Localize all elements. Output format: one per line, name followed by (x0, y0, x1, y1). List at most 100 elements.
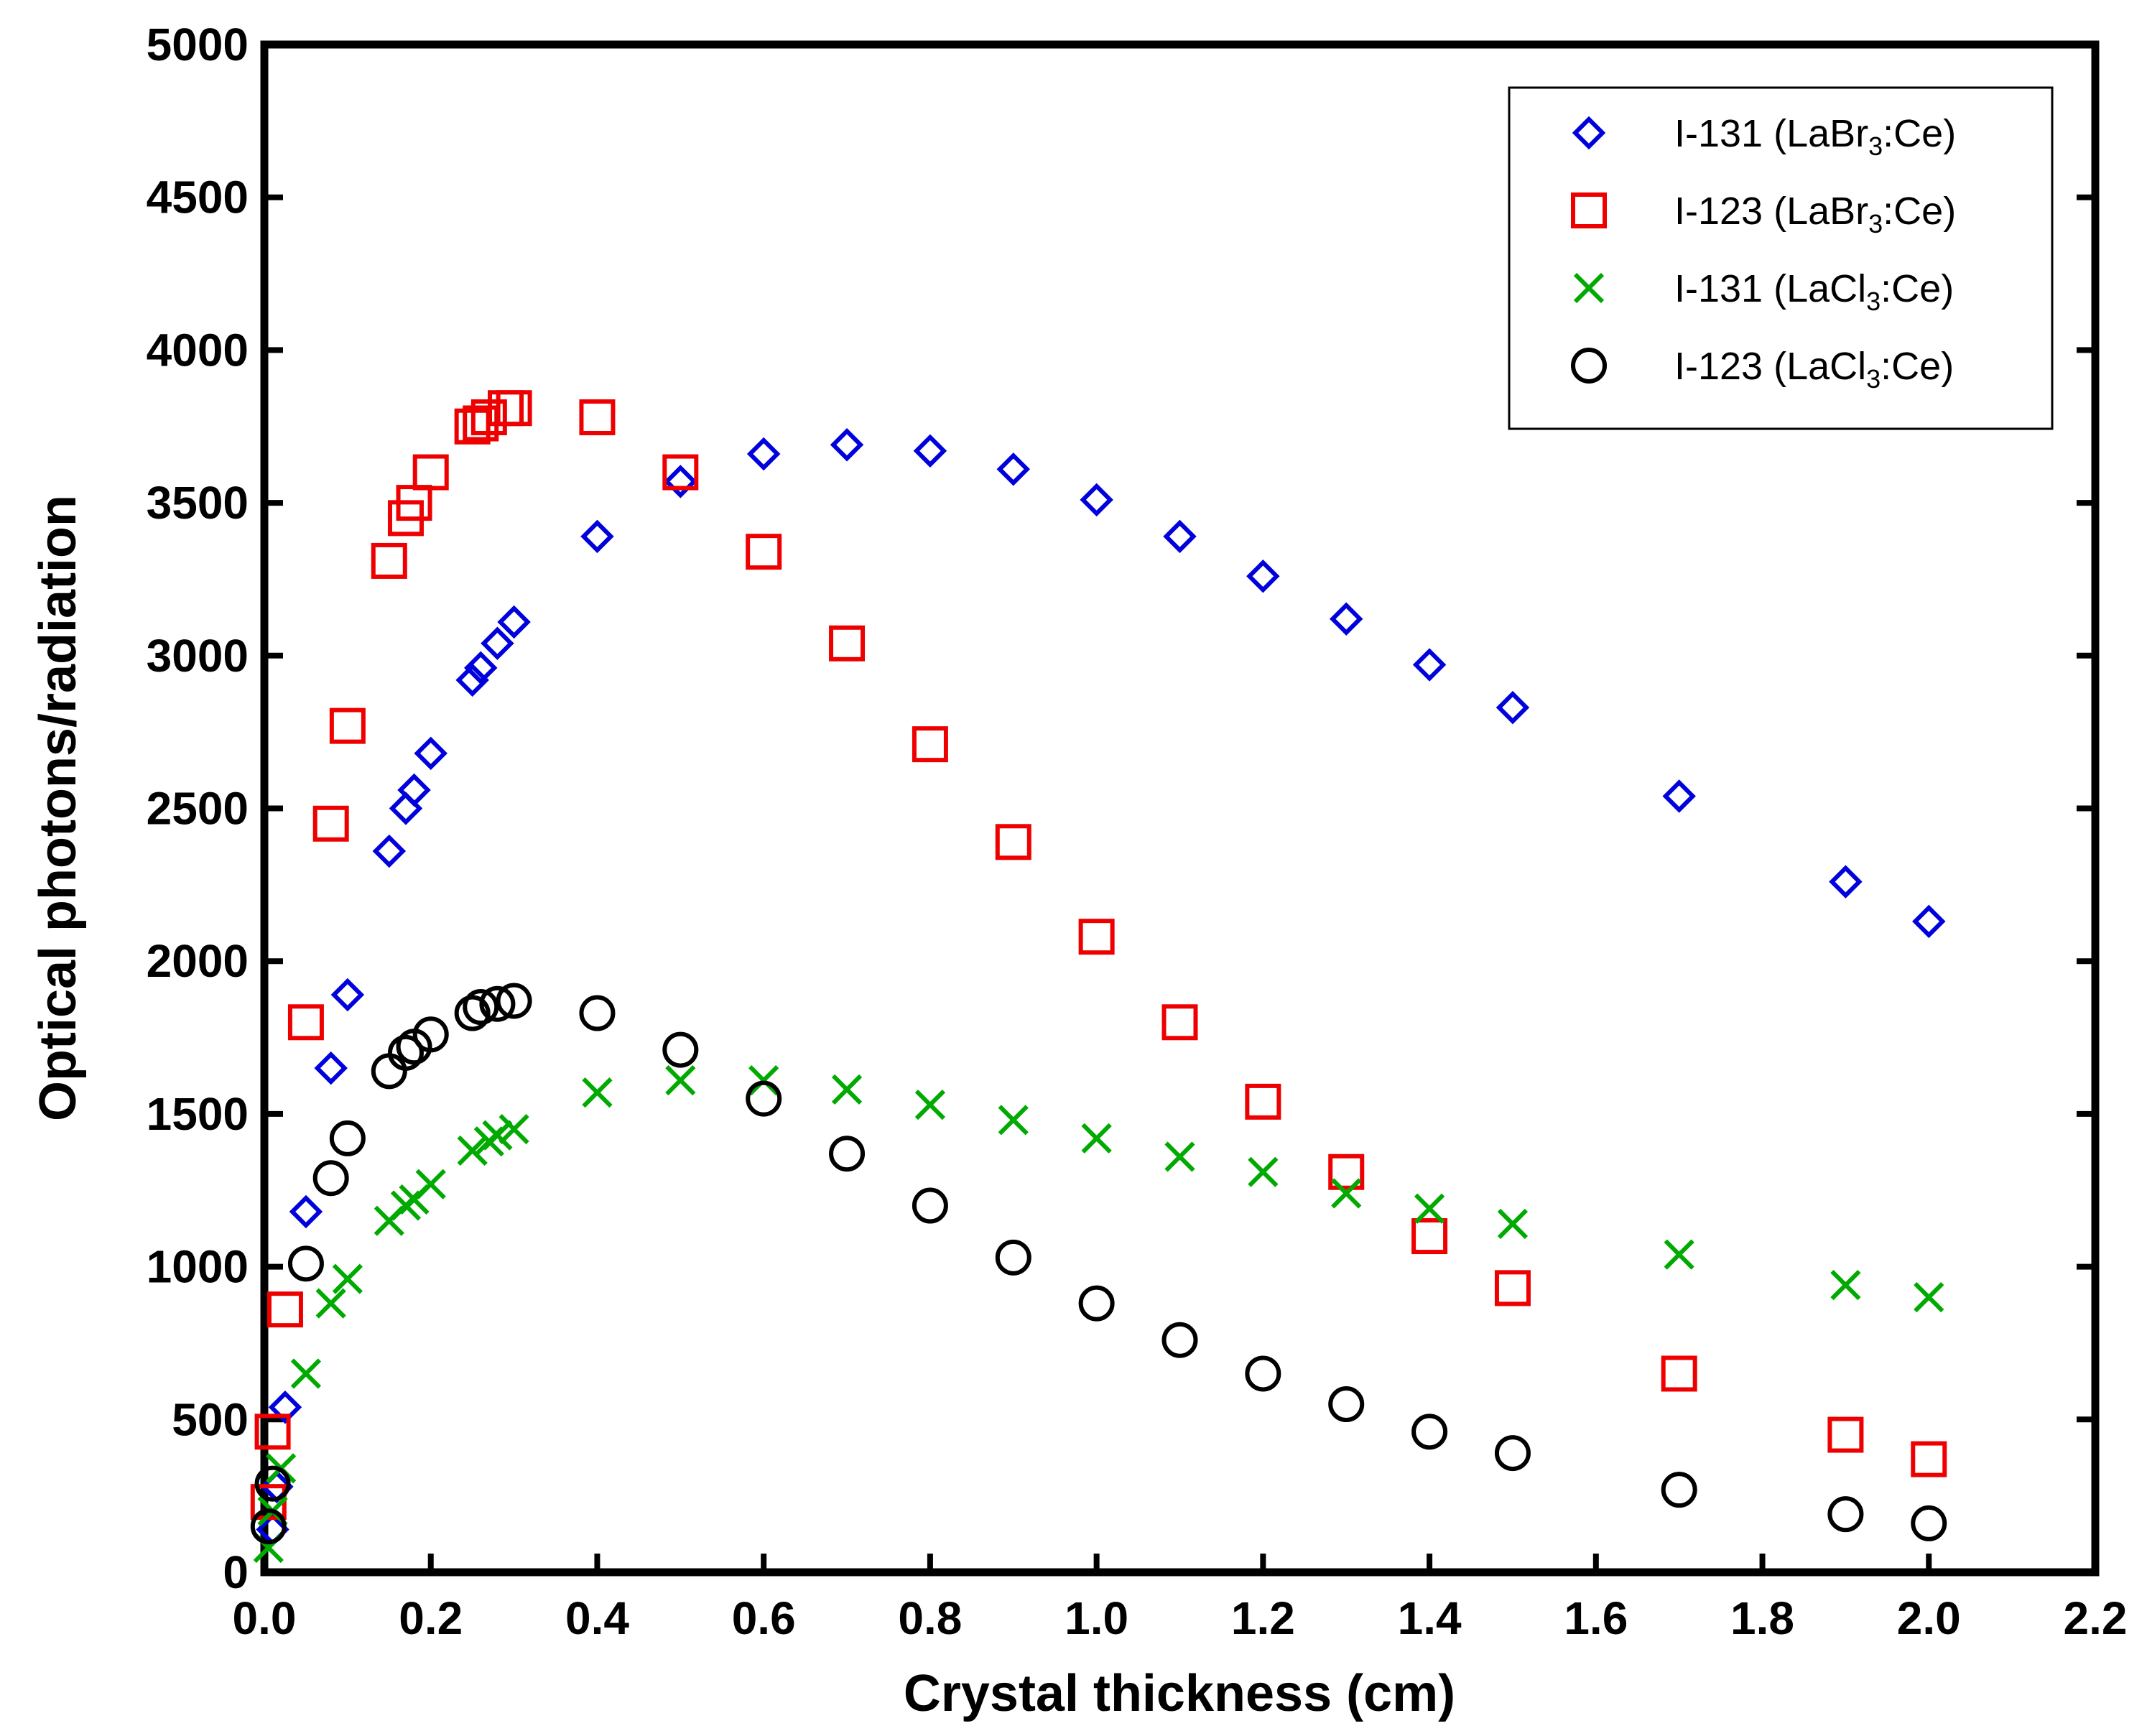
data-point (1163, 519, 1197, 554)
data-point (329, 1120, 366, 1156)
data-point (250, 1508, 287, 1545)
series-x (253, 1064, 1944, 1564)
data-point (995, 824, 1031, 860)
data-point (1164, 1141, 1195, 1172)
x-axis-title: Crystal thickness (cm) (904, 1665, 1455, 1722)
legend-label: I-123 (LaCl3:Ce) (1674, 345, 1954, 394)
x-tick-label: 2.2 (2064, 1592, 2128, 1644)
data-point (1494, 1435, 1531, 1472)
data-point (315, 1288, 346, 1319)
data-point (499, 1114, 529, 1145)
y-axis-title: Optical photons/radiation (29, 495, 87, 1121)
data-point (455, 663, 489, 697)
data-point (998, 1105, 1029, 1136)
data-point (389, 792, 423, 825)
y-tick-label: 500 (172, 1393, 249, 1445)
legend-label-subscript: 3 (1866, 364, 1881, 394)
data-point (664, 465, 697, 498)
data-point (995, 1239, 1031, 1276)
data-point (329, 707, 366, 744)
data-point (912, 726, 948, 763)
x-tick-label: 0.8 (898, 1592, 962, 1644)
data-point (662, 1031, 699, 1068)
data-point (371, 542, 407, 579)
data-point (579, 995, 616, 1031)
data-point (330, 978, 365, 1012)
data-point (312, 805, 349, 842)
data-point (454, 995, 491, 1031)
y-tick-label: 2000 (147, 935, 249, 987)
data-point (746, 437, 781, 471)
series-circle (250, 983, 1947, 1545)
data-point (582, 1077, 613, 1108)
data-point (1497, 1208, 1529, 1240)
x-tick-label: 0.4 (565, 1592, 629, 1644)
data-point (254, 1465, 291, 1502)
y-tick-label: 5000 (147, 19, 249, 70)
data-point (1827, 1416, 1864, 1453)
y-tick-label: 2500 (147, 783, 249, 835)
data-point (1661, 1472, 1697, 1508)
legend-marker (1571, 348, 1607, 384)
data-point (496, 983, 532, 1019)
data-point (1245, 1355, 1281, 1392)
data-point (287, 1245, 324, 1282)
data-point (1912, 904, 1946, 939)
data-point (287, 1004, 324, 1041)
data-point (1914, 1282, 1944, 1313)
data-point (1911, 1505, 1947, 1541)
legend-label-text: I-131 (LaBr (1674, 112, 1868, 155)
legend-label-subscript: 3 (1868, 209, 1883, 238)
data-point (1411, 1414, 1448, 1450)
data-point (496, 390, 532, 427)
x-tick-label: 2.0 (1897, 1592, 1961, 1644)
y-tick-label: 3000 (147, 630, 249, 682)
data-point (412, 1016, 449, 1053)
data-point (482, 1120, 513, 1151)
data-point (314, 1051, 348, 1085)
data-point (312, 1160, 349, 1197)
data-point (1081, 1123, 1112, 1154)
data-point (580, 519, 614, 554)
data-point (1494, 1270, 1531, 1306)
data-point (1161, 1004, 1198, 1041)
data-point (290, 1358, 322, 1389)
x-tick-label: 1.6 (1564, 1592, 1628, 1644)
data-point (464, 651, 498, 685)
data-point (746, 534, 782, 570)
data-point (414, 736, 448, 771)
data-point (415, 1169, 446, 1199)
data-point (914, 1090, 946, 1120)
data-point (1830, 1269, 1861, 1301)
data-point (1661, 1355, 1697, 1392)
data-point (1414, 1193, 1445, 1224)
data-point (463, 989, 499, 1026)
data-point (912, 1187, 948, 1224)
data-point (1331, 1178, 1362, 1209)
data-point (289, 1194, 323, 1229)
legend-label-text: I-131 (LaCl (1674, 267, 1866, 310)
x-tick-label: 1.0 (1065, 1592, 1128, 1644)
data-point (497, 605, 531, 639)
data-point (1329, 602, 1363, 636)
data-point (457, 1135, 488, 1166)
legend-marker (1571, 192, 1607, 228)
data-point (1246, 559, 1280, 593)
legend-label-text: I-123 (LaCl (1674, 345, 1866, 388)
data-point (254, 1414, 291, 1450)
legend-label-text: :Ce) (1883, 190, 1956, 233)
x-tick-label: 1.8 (1730, 1592, 1794, 1644)
legend-label: I-131 (LaBr3:Ce) (1674, 112, 1956, 161)
data-point (1328, 1386, 1365, 1423)
y-axis: 0 500 1000 1500 2000 2500 3000 3500 4000 4500 5000 (147, 19, 2095, 1598)
data-point (412, 454, 449, 491)
data-point (1328, 1154, 1365, 1190)
data-point (829, 1136, 866, 1172)
data-point (662, 454, 699, 491)
data-point (1496, 690, 1530, 725)
y-tick-label: 0 (223, 1546, 249, 1598)
data-point (1245, 1083, 1281, 1120)
data-point (996, 452, 1031, 486)
legend-marker (1572, 116, 1606, 150)
